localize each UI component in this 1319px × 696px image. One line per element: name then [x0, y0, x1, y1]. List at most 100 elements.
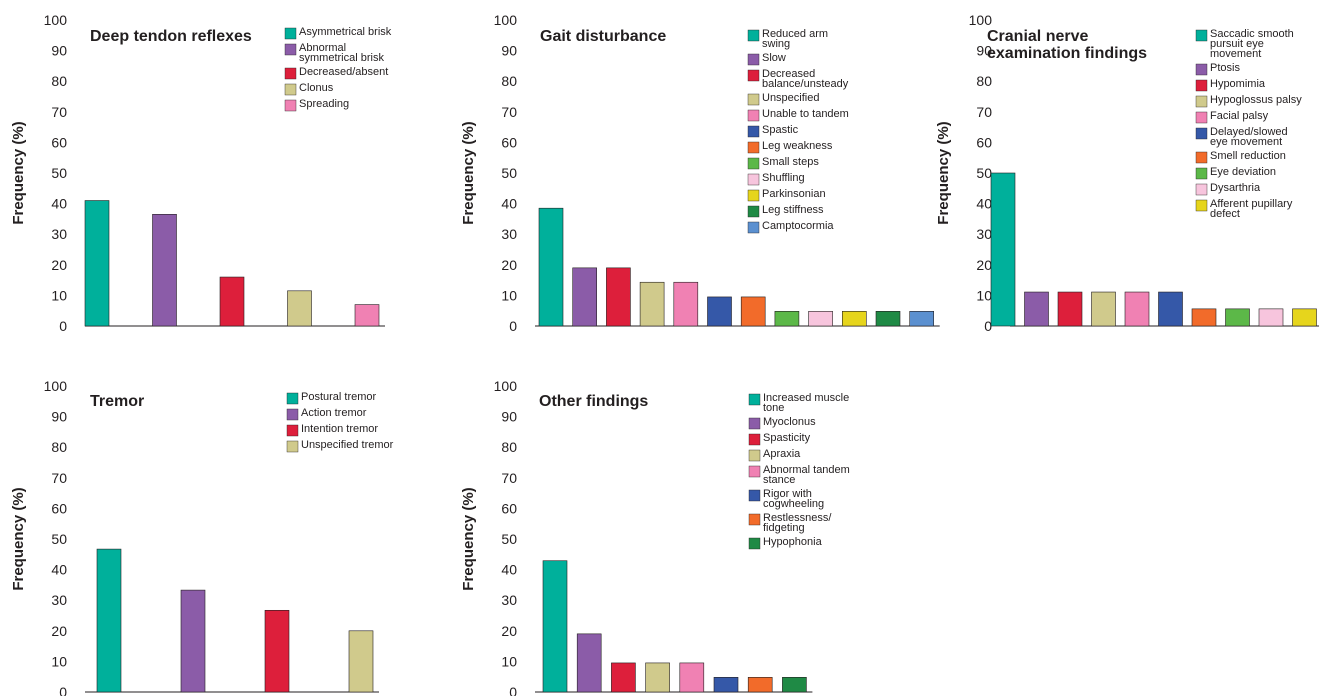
legend-swatch [748, 433, 761, 446]
y-tick-label: 50 [501, 531, 517, 547]
y-tick-label: 70 [501, 104, 517, 120]
y-tick-label: 100 [494, 378, 518, 394]
legend-label: Unspecified [762, 92, 819, 104]
y-tick-label: 30 [501, 226, 517, 242]
legend-label: Shuffling [762, 172, 805, 184]
y-tick-label: 60 [501, 134, 517, 150]
bar [84, 200, 110, 327]
y-tick-label: 40 [501, 562, 517, 578]
legend-swatch [286, 408, 299, 421]
legend-label: Abnormal tandem [763, 464, 850, 476]
bar [713, 677, 739, 693]
bar [606, 267, 631, 327]
y-tick-label: 100 [494, 12, 518, 28]
legend-label: Asymmetrical brisk [299, 26, 392, 38]
y-tick-label: 70 [51, 470, 67, 486]
y-tick-label: 0 [59, 684, 67, 696]
legend-label: Postural tremor [301, 391, 377, 403]
legend-swatch [284, 99, 297, 112]
y-axis-label: Frequency (%) [935, 121, 952, 224]
y-tick-label: 80 [976, 73, 992, 89]
legend-swatch [1195, 151, 1208, 164]
legend-label: Spasticity [763, 432, 811, 444]
legend-swatch [1195, 29, 1208, 42]
y-tick-label: 60 [501, 500, 517, 516]
y-tick-label: 80 [51, 73, 67, 89]
legend-swatch [748, 489, 761, 502]
bar [1024, 291, 1049, 327]
legend-label: Ptosis [1210, 62, 1240, 74]
y-tick-label: 20 [976, 257, 992, 273]
y-tick-label: 40 [976, 196, 992, 212]
legend-swatch [286, 424, 299, 437]
legend-swatch [284, 43, 297, 56]
legend-label: Leg stiffness [762, 204, 824, 216]
chart-title: Tremor [90, 393, 144, 410]
y-tick-label: 90 [976, 43, 992, 59]
legend-swatch [1195, 167, 1208, 180]
legend-label: Delayed/slowed [1210, 126, 1288, 138]
legend-label: movement [1210, 48, 1261, 60]
bar [1258, 308, 1284, 327]
bar [875, 311, 901, 327]
legend-label: defect [1210, 208, 1240, 220]
legend-swatch [1195, 79, 1208, 92]
legend-swatch [747, 93, 760, 106]
bar [287, 290, 312, 327]
legend-swatch [1195, 63, 1208, 76]
legend-label: Myoclonus [763, 416, 816, 428]
y-tick-label: 60 [976, 134, 992, 150]
legend-swatch [748, 393, 761, 406]
legend-label: Parkinsonian [762, 188, 826, 200]
y-tick-label: 40 [51, 562, 67, 578]
legend-swatch [747, 173, 760, 186]
y-axis-label: Frequency (%) [10, 487, 27, 590]
bar [1158, 291, 1183, 327]
legend-swatch [747, 29, 760, 42]
legend-label: Increased muscle [763, 392, 849, 404]
legend-label: symmetrical brisk [299, 52, 384, 64]
y-tick-label: 80 [51, 439, 67, 455]
bar [1191, 308, 1217, 327]
bar [774, 311, 800, 327]
y-tick-label: 70 [51, 104, 67, 120]
legend-swatch [284, 83, 297, 96]
chart-title: examination findings [987, 45, 1147, 62]
legend-swatch [747, 69, 760, 82]
legend-label: Apraxia [763, 448, 801, 460]
y-tick-label: 0 [59, 318, 67, 334]
chart-title: Cranial nerve [987, 28, 1088, 45]
bar [264, 609, 290, 693]
bar [96, 548, 122, 693]
bar [576, 633, 602, 693]
legend-label: fidgeting [763, 522, 805, 534]
chart-title: Deep tendon reflexes [90, 28, 252, 45]
y-tick-label: 0 [984, 318, 992, 334]
y-tick-label: 50 [501, 165, 517, 181]
bar [740, 296, 766, 327]
bar [639, 281, 665, 327]
chart-title: Gait disturbance [540, 28, 666, 45]
y-tick-label: 100 [969, 12, 993, 28]
chart-title: Other findings [539, 393, 648, 410]
legend-swatch [284, 27, 297, 40]
y-tick-label: 0 [509, 318, 517, 334]
y-tick-label: 30 [501, 592, 517, 608]
legend-label: Abnormal [299, 42, 346, 54]
bar [645, 662, 670, 693]
legend-swatch [748, 513, 761, 526]
y-tick-label: 40 [501, 196, 517, 212]
legend-label: Clonus [299, 82, 334, 94]
y-tick-label: 30 [976, 226, 992, 242]
bar [673, 281, 699, 327]
y-tick-label: 30 [51, 592, 67, 608]
legend-label: Spreading [299, 98, 349, 110]
legend-swatch [1195, 95, 1208, 108]
bar [1091, 291, 1116, 327]
y-tick-label: 50 [976, 165, 992, 181]
y-tick-label: 20 [51, 623, 67, 639]
y-tick-label: 40 [51, 196, 67, 212]
bar [747, 677, 773, 693]
y-tick-label: 90 [51, 43, 67, 59]
